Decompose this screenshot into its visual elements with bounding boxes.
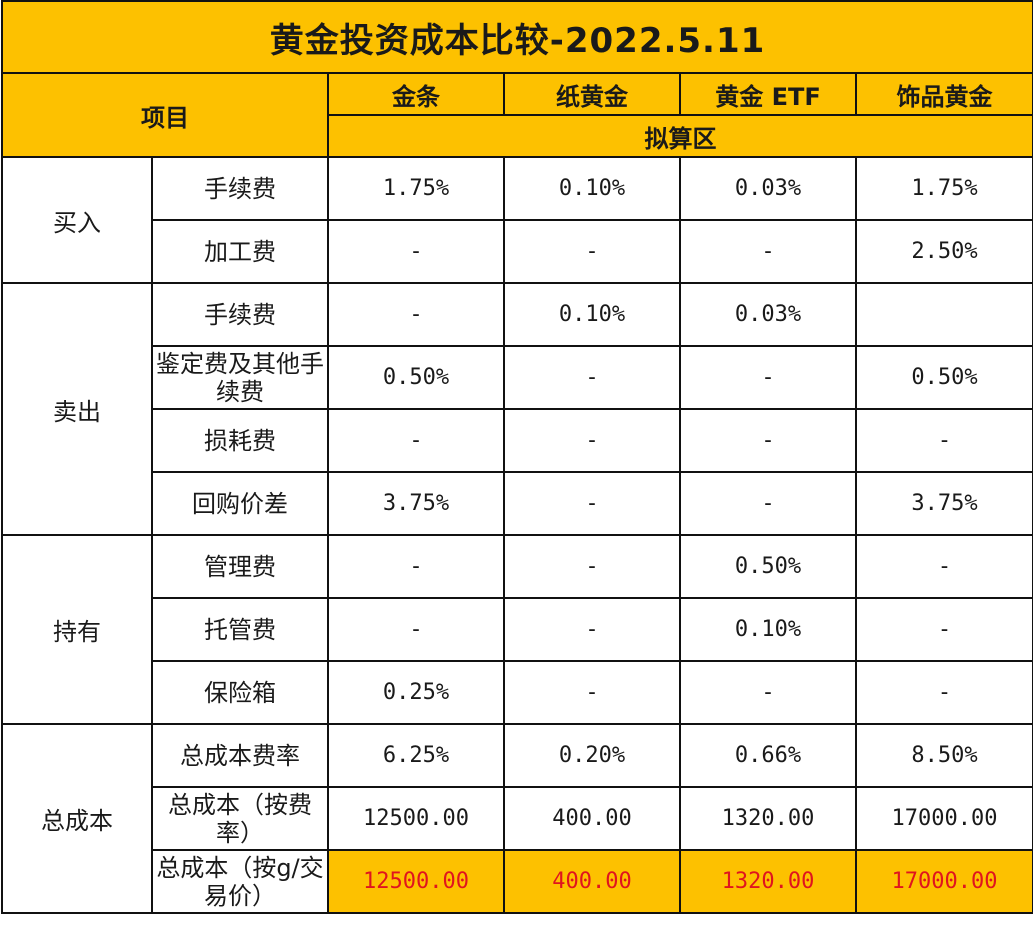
- table-cell: -: [327, 408, 505, 473]
- row-label: 手续费: [151, 282, 329, 347]
- table-cell: -: [327, 534, 505, 599]
- table-cell-highlighted: 17000.00: [854, 849, 1033, 914]
- table-cell: 0.25%: [327, 660, 505, 725]
- row-label: 加工费: [151, 219, 329, 284]
- row-label: 总成本（按费率）: [151, 786, 329, 851]
- table-cell: -: [503, 219, 681, 284]
- table-row: 总成本 总成本费率 6.25% 0.20% 0.66% 8.50%: [1, 723, 1033, 914]
- table-row-highlighted: 总成本（按g/交易价） 12500.00 400.00 1320.00 1700…: [2, 849, 1033, 914]
- table-cell: 0.10%: [679, 597, 857, 662]
- table-cell: 0.03%: [679, 282, 857, 347]
- table-cell: -: [503, 408, 681, 473]
- table-cell: 2.50%: [854, 219, 1033, 284]
- table-cell: -: [503, 597, 681, 662]
- group-hold: 持有: [1, 534, 153, 725]
- table-cell-highlighted: 12500.00: [327, 849, 505, 914]
- table-cell: 0.03%: [679, 156, 857, 221]
- column-header-gold-etf: 黄金 ETF: [679, 72, 857, 116]
- row-label: 总成本（按g/交易价）: [151, 849, 329, 914]
- table-cell: 0.50%: [679, 534, 857, 599]
- table-row: 总成本（按费率） 12500.00 400.00 1320.00 17000.0…: [2, 786, 1033, 851]
- table-row: 损耗费 - - - -: [2, 408, 1033, 473]
- table-cell: 1.75%: [854, 156, 1033, 221]
- table-row: 卖出 手续费 - 0.10% 0.03%: [1, 282, 1033, 536]
- group-total: 总成本: [1, 723, 153, 914]
- table-cell: -: [503, 471, 681, 536]
- table-cell: 0.10%: [503, 156, 681, 221]
- table-cell: -: [679, 408, 857, 473]
- table-cell: 6.25%: [327, 723, 505, 788]
- estimate-zone-header: 拟算区: [326, 114, 1033, 158]
- row-label: 损耗费: [151, 408, 329, 473]
- table-cell: -: [503, 345, 681, 410]
- table-cell: -: [503, 660, 681, 725]
- group-buy: 买入: [1, 156, 153, 284]
- table-row: 托管费 - - 0.10% -: [2, 597, 1033, 662]
- table-cell: 0.10%: [503, 282, 681, 347]
- column-header-paper-gold: 纸黄金: [503, 72, 681, 116]
- row-label: 托管费: [151, 597, 329, 662]
- table-cell: -: [679, 471, 857, 536]
- row-label: 管理费: [151, 534, 329, 599]
- table-cell: -: [679, 219, 857, 284]
- column-header-jewelry-gold: 饰品黄金: [854, 72, 1033, 116]
- table-cell: -: [854, 660, 1033, 725]
- table-row: 买入 手续费 1.75% 0.10% 0.03% 1.75%: [1, 156, 1033, 284]
- table-title: 黄金投资成本比较-2022.5.11: [0, 0, 1033, 74]
- table-cell: 0.66%: [679, 723, 857, 788]
- table-row: 保险箱 0.25% - - -: [2, 660, 1033, 725]
- table-cell: 1.75%: [327, 156, 505, 221]
- table-cell: 400.00: [503, 786, 681, 851]
- table-row: 回购价差 3.75% - - 3.75%: [2, 471, 1033, 536]
- table-cell: [854, 282, 1033, 347]
- table-cell: -: [854, 534, 1033, 599]
- table-cell: 1320.00: [679, 786, 857, 851]
- item-header: 项目: [1, 72, 329, 158]
- table-cell: -: [327, 597, 505, 662]
- table-cell-highlighted: 1320.00: [679, 849, 857, 914]
- table-cell-highlighted: 400.00: [503, 849, 681, 914]
- table-row: 持有 管理费 - - 0.50% -: [1, 534, 1033, 725]
- table-cell: -: [679, 345, 857, 410]
- column-header-gold-bar: 金条: [327, 72, 505, 116]
- table-cell: -: [854, 408, 1033, 473]
- table-cell: -: [327, 219, 505, 284]
- row-label: 总成本费率: [151, 723, 329, 788]
- group-sell: 卖出: [1, 282, 153, 536]
- table-row: 加工费 - - - 2.50%: [2, 219, 1033, 284]
- table-cell: -: [503, 534, 681, 599]
- table-cell: -: [854, 597, 1033, 662]
- table-cell: 12500.00: [327, 786, 505, 851]
- row-label: 保险箱: [151, 660, 329, 725]
- table-cell: -: [327, 282, 505, 347]
- table-cell: 0.50%: [327, 345, 505, 410]
- table-cell: 17000.00: [854, 786, 1033, 851]
- table-cell: -: [679, 660, 857, 725]
- table-row: 鉴定费及其他手续费 0.50% - - 0.50%: [2, 345, 1033, 410]
- row-label: 手续费: [151, 156, 329, 221]
- table-cell: 3.75%: [327, 471, 505, 536]
- row-label: 鉴定费及其他手续费: [151, 345, 329, 410]
- table-cell: 3.75%: [854, 471, 1033, 536]
- table-cell: 0.50%: [854, 345, 1033, 410]
- table-cell: 8.50%: [854, 723, 1033, 788]
- table-cell: 0.20%: [503, 723, 681, 788]
- row-label: 回购价差: [151, 471, 329, 536]
